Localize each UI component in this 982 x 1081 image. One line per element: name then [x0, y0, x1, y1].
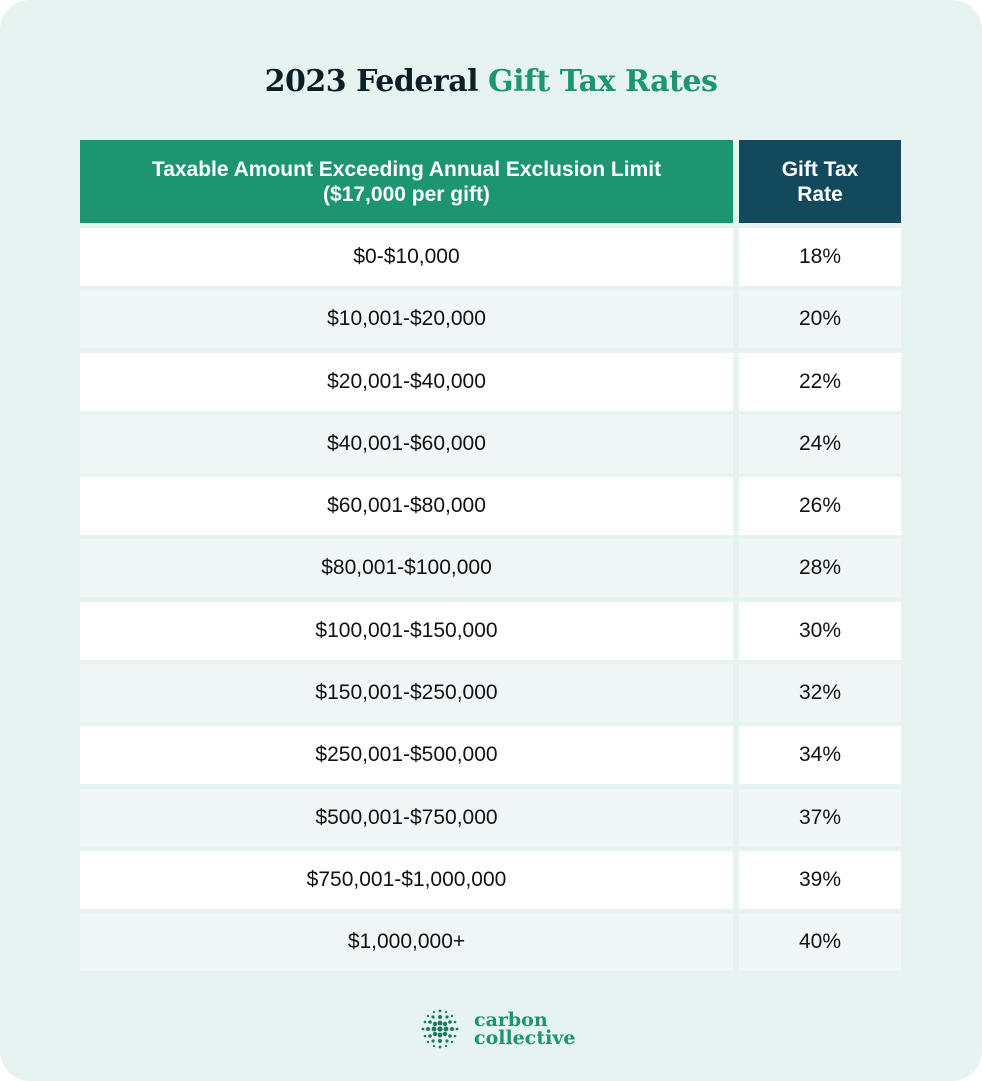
amount-cell: $150,001-$250,000: [80, 664, 733, 723]
table-row: $500,001-$750,000 37%: [80, 788, 901, 847]
dot-sphere-icon: [421, 1009, 459, 1049]
amount-cell: $0-$10,000: [80, 228, 733, 286]
header-amount-line2: ($17,000 per gift): [323, 182, 490, 206]
table-row: $60,001-$80,000 26%: [80, 477, 901, 536]
table-row: $0-$10,000 18%: [80, 228, 901, 286]
logo-line2: collective: [474, 1027, 576, 1049]
rate-cell: 40%: [739, 913, 901, 972]
title-accent: Gift Tax Rates: [488, 64, 718, 99]
rate-cell: 30%: [739, 601, 901, 660]
rate-cell: 24%: [739, 414, 901, 473]
gift-tax-table: Taxable Amount Exceeding Annual Exclusio…: [80, 140, 901, 976]
rate-cell: 18%: [739, 228, 901, 286]
amount-cell: $60,001-$80,000: [80, 477, 733, 536]
table-row: $250,001-$500,000 34%: [80, 726, 901, 785]
amount-cell: $750,001-$1,000,000: [80, 850, 733, 909]
rate-cell: 26%: [739, 477, 901, 536]
amount-cell: $20,001-$40,000: [80, 352, 733, 411]
table-header: Taxable Amount Exceeding Annual Exclusio…: [80, 140, 901, 223]
page-title: 2023 Federal Gift Tax Rates: [0, 64, 982, 99]
header-rate-line1: Gift Tax: [781, 157, 859, 181]
amount-cell: $80,001-$100,000: [80, 539, 733, 598]
carbon-collective-logo: carbon collective: [416, 1005, 575, 1053]
title-prefix: 2023 Federal: [264, 64, 488, 99]
amount-cell: $500,001-$750,000: [80, 788, 733, 847]
header-amount-line1: Taxable Amount Exceeding Annual Exclusio…: [151, 157, 662, 181]
amount-cell: $250,001-$500,000: [80, 726, 733, 785]
rate-cell: 22%: [739, 352, 901, 411]
header-taxable-amount: Taxable Amount Exceeding Annual Exclusio…: [80, 140, 733, 223]
table-row: $10,001-$20,000 20%: [80, 290, 901, 349]
rate-cell: 20%: [739, 290, 901, 349]
amount-cell: $40,001-$60,000: [80, 414, 733, 473]
rate-cell: 37%: [739, 788, 901, 847]
logo-line1: carbon: [474, 1009, 548, 1031]
table-row: $40,001-$60,000 24%: [80, 414, 901, 473]
table-row: $1,000,000+ 40%: [80, 913, 901, 972]
header-gift-tax-rate: Gift Tax Rate: [739, 140, 901, 223]
rate-cell: 39%: [739, 850, 901, 909]
logo-wordmark: carbon collective: [474, 1009, 576, 1049]
rate-cell: 28%: [739, 539, 901, 598]
table-row: $80,001-$100,000 28%: [80, 539, 901, 598]
table-row: $750,001-$1,000,000 39%: [80, 850, 901, 909]
table-row: $20,001-$40,000 22%: [80, 352, 901, 411]
header-rate-line2: Rate: [797, 182, 843, 206]
table-row: $100,001-$150,000 30%: [80, 601, 901, 660]
amount-cell: $10,001-$20,000: [80, 290, 733, 349]
rate-cell: 34%: [739, 726, 901, 785]
table-row: $150,001-$250,000 32%: [80, 664, 901, 723]
rate-cell: 32%: [739, 664, 901, 723]
amount-cell: $100,001-$150,000: [80, 601, 733, 660]
amount-cell: $1,000,000+: [80, 913, 733, 972]
